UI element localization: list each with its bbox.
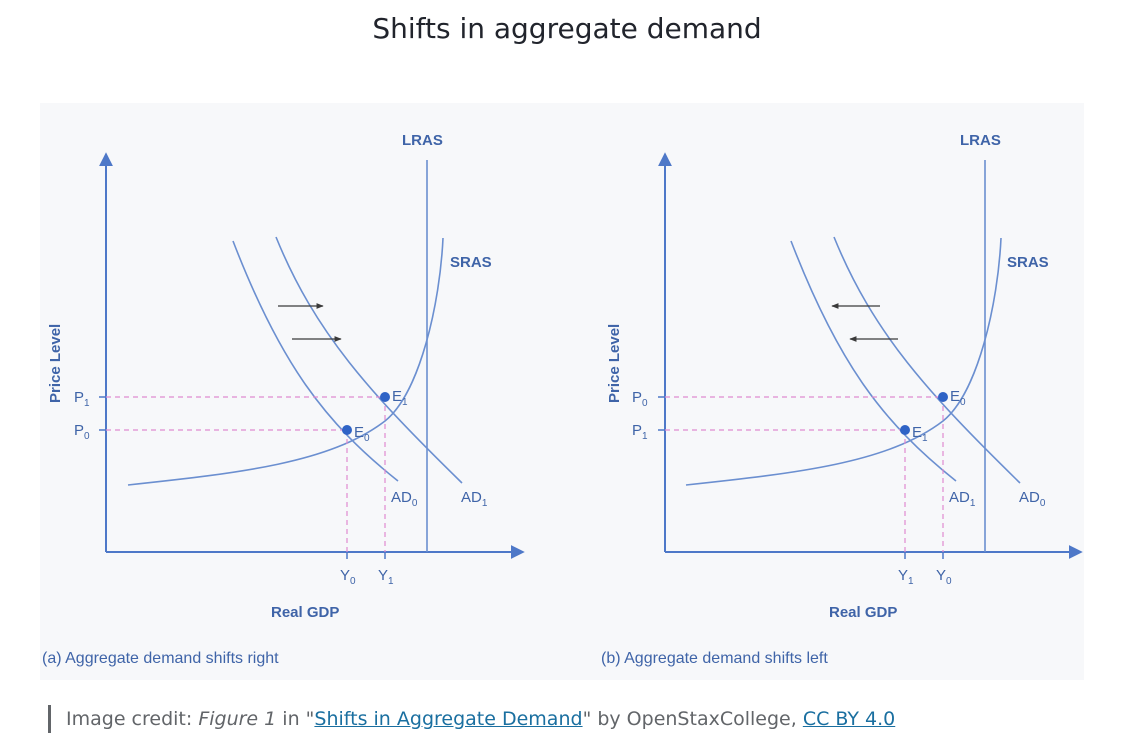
panel-b: LRAS SRAS E0 E1 P0 P1 Y1 Y0 AD1 [601,132,1083,667]
panel-a-eq-label-lower: E0 [354,424,370,444]
panel-a-sras-label: SRAS [450,254,492,271]
credit-by-text: " by OpenStaxCollege, [582,708,803,730]
panel-b-x-axis-label: Real GDP [829,604,897,621]
panel-b-ad-inner-label: AD1 [949,489,976,509]
credit-in-text: in " [276,708,315,730]
credit-prefix: Image credit: [66,708,199,730]
panel-a-caption: (a) Aggregate demand shifts right [42,650,279,667]
panel-b-ad0-curve [833,236,1021,484]
panel-b-sras-curve [685,237,1002,486]
panel-b-output-label-left: Y1 [898,567,914,587]
panel-b-eq-point-lower [900,425,910,435]
panel-b-y-axis-label: Price Level [606,324,623,403]
panel-a-output-label-right: Y1 [378,567,394,587]
figure-panel [40,103,1084,680]
panel-a-eq-point-lower [342,425,352,435]
credit-quote-bar [48,705,51,733]
panel-a-price-label-upper: P1 [74,389,90,409]
panel-a-x-axis-label: Real GDP [271,604,339,621]
panel-b-output-label-right: Y0 [936,567,952,587]
panel-a-price-label-lower: P0 [74,422,90,442]
image-credit: Image credit: Figure 1 in "Shifts in Agg… [48,705,895,733]
panel-a-eq-point-upper [380,392,390,402]
credit-source-link[interactable]: Shifts in Aggregate Demand [314,708,583,730]
panel-b-price-label-lower: P1 [632,422,648,442]
panel-b-caption: (b) Aggregate demand shifts left [601,650,828,667]
panel-b-lras-label: LRAS [960,132,1001,149]
panel-b-ad-outer-label: AD0 [1019,489,1046,509]
credit-license-link[interactable]: CC BY 4.0 [802,708,896,730]
panel-a-lras-label: LRAS [402,132,443,149]
panel-a-y-axis-label: Price Level [47,324,64,403]
panel-b-eq-label-lower: E1 [912,424,928,444]
panel-b-eq-label-upper: E0 [950,388,966,408]
panel-a-ad0-curve [232,240,399,482]
panel-a-ad-inner-label: AD0 [391,489,418,509]
panel-b-price-label-upper: P0 [632,389,648,409]
panel-a-sras-curve [127,237,444,486]
panel-a: LRAS SRAS E1 E0 P1 P0 Y0 Y1 AD0 [42,132,525,667]
panel-b-ad1-curve [790,240,957,482]
panel-b-sras-label: SRAS [1007,254,1049,271]
credit-figure-ref: Figure 1 [198,708,277,730]
panel-a-output-label-left: Y0 [340,567,356,587]
panel-a-ad1-curve [275,236,463,484]
panel-a-ad-outer-label: AD1 [461,489,488,509]
page-title: Shifts in aggregate demand [372,12,762,45]
panel-a-eq-label-upper: E1 [392,388,408,408]
panel-b-eq-point-upper [938,392,948,402]
aggregate-demand-figure: LRAS SRAS E1 E0 P1 P0 Y0 Y1 AD0 [42,132,1083,667]
